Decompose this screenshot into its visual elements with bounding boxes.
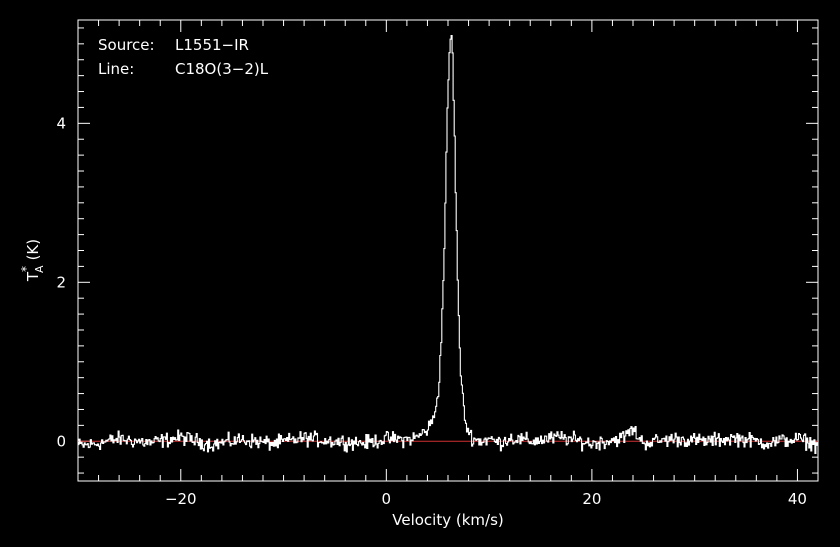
y-axis-label-sup: * [19,266,33,272]
y-tick-label: 0 [56,432,66,450]
y-tick-label: 4 [56,114,66,132]
y-axis-label-unit: (K) [24,239,42,261]
x-tick-label: 40 [788,490,807,508]
x-axis-label: Velocity (km/s) [392,511,503,529]
annotation-label: Source: [98,36,155,54]
series-group [78,34,818,454]
x-tick-label: 0 [382,490,392,508]
x-tick-label: −20 [165,490,197,508]
y-axis-label-sub: A [33,265,46,273]
x-tick-label: 20 [582,490,601,508]
annotation-value: L1551−IR [175,36,249,54]
y-tick-label: 2 [56,273,66,291]
axis-labels: Velocity (km/s) T*A (K) [19,239,504,529]
spectrum-line [78,34,818,454]
y-axis-label-main: T [24,271,42,282]
annotation-value: C18O(3−2)L [175,60,269,78]
annotation-label: Line: [98,60,134,78]
y-axis-label: T*A (K) [19,239,46,282]
annotations: Source: L1551−IR Line: C18O(3−2)L [98,36,269,78]
axes: −20 0 20 40 0 2 4 [56,19,819,508]
